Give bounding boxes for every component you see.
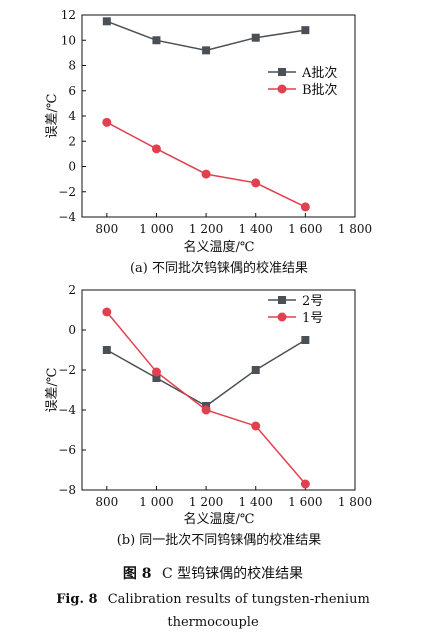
data-point-square — [202, 46, 211, 55]
data-point-circle — [251, 178, 261, 188]
chart-a-legend: A批次 B批次 — [268, 65, 338, 98]
legend-b-series-1-marker — [277, 312, 287, 322]
legend-b-series-2-label: 2号 — [302, 294, 323, 309]
data-point-circle — [151, 144, 161, 154]
data-point-square — [251, 33, 260, 42]
data-point-circle — [300, 479, 310, 489]
y-tick-label: 0 — [68, 160, 76, 174]
data-point-circle — [300, 202, 310, 212]
chart-a-y-axis-label: 误差/℃ — [45, 94, 60, 139]
figure-caption-cn-text: C 型钨铼偶的校准结果 — [162, 565, 303, 582]
x-tick-label: 1 200 — [189, 495, 223, 509]
figure-caption-en: Fig. 8 Calibration results of tungsten-r… — [56, 592, 370, 607]
figure-caption-en-label: Fig. 8 — [56, 592, 97, 607]
chart-a-plot-frame — [81, 14, 356, 218]
data-point-circle — [102, 117, 112, 127]
y-tick-label: 0 — [68, 323, 76, 337]
chart-b-legend: 2号 1号 — [268, 294, 323, 326]
chart-b-caption: (b) 同一批次不同钨铼偶的校准结果 — [117, 532, 322, 548]
x-tick-label: 1 400 — [239, 495, 273, 509]
legend-b-series-2-marker — [278, 296, 286, 304]
y-tick-label: 2 — [68, 283, 76, 297]
data-point-circle — [201, 169, 211, 179]
series-line-1 — [106, 20, 306, 52]
data-point-square — [152, 374, 161, 382]
data-point-square — [102, 346, 111, 354]
y-tick-label: −8 — [58, 483, 76, 497]
y-tick-label: 8 — [68, 59, 76, 73]
figure-caption-cn: 图 8 C 型钨铼偶的校准结果 — [123, 565, 303, 582]
figure-caption-cn-label: 图 8 — [123, 566, 152, 582]
x-tick-label: 1 400 — [239, 222, 273, 236]
data-point-square — [301, 26, 310, 35]
chart-b-plot-frame — [81, 289, 356, 491]
x-tick-label: 1 600 — [288, 495, 322, 509]
series-line-2 — [106, 311, 306, 485]
figure-caption-en-text: Calibration results of tungsten-rhenium — [108, 592, 370, 607]
y-tick-label: 2 — [68, 134, 76, 148]
data-point-circle — [102, 307, 112, 317]
y-tick-label: 4 — [68, 109, 76, 123]
x-tick-label: 800 — [95, 495, 118, 509]
y-tick-label: −4 — [58, 210, 76, 224]
chart-b: 800 1 000 1 200 1 400 1 600 1 800 −8−6−4−202 … — [45, 283, 372, 548]
figure-caption: 图 8 C 型钨铼偶的校准结果 Fig. 8 Calibration resul… — [56, 565, 370, 630]
data-point-square — [152, 36, 161, 45]
x-tick-label: 800 — [95, 222, 118, 236]
y-tick-label: 12 — [61, 8, 76, 22]
chart-a-series — [102, 17, 310, 212]
data-point-circle — [151, 367, 161, 377]
chart-b-y-ticks: −8 −6 −4 −2 0 2 — [58, 283, 86, 497]
series-line-1 — [106, 339, 306, 407]
chart-b-x-axis-label: 名义温度/℃ — [184, 511, 255, 527]
y-tick-label: 6 — [68, 84, 76, 98]
chart-a-x-ticks: 800 1 000 1 200 1 400 1 600 1 800 — [95, 213, 372, 236]
chart-a-x-axis-label: 名义温度/℃ — [184, 239, 255, 255]
y-tick-label: 10 — [61, 33, 76, 47]
x-tick-label: 1 000 — [139, 495, 173, 509]
data-point-circle — [251, 421, 261, 431]
series-line-2 — [106, 121, 306, 208]
y-tick-label: −4 — [58, 403, 76, 417]
x-tick-label: 1 200 — [189, 222, 223, 236]
chart-b-series — [102, 307, 310, 489]
x-tick-label: 1 800 — [338, 222, 372, 236]
chart-a-caption: (a) 不同批次钨铼偶的校准结果 — [130, 260, 308, 276]
data-point-circle — [201, 405, 211, 415]
chart-b-x-ticks: 800 1 000 1 200 1 400 1 600 1 800 — [95, 486, 372, 509]
chart-a: 800 1 000 1 200 1 400 1 600 1 800 −4 −2 0 2 4 6 8 10… — [45, 8, 372, 276]
legend-a-series-a-marker — [278, 68, 286, 76]
legend-a-series-b-marker — [277, 84, 287, 94]
x-tick-label: 1 600 — [288, 222, 322, 236]
chart-a-y-ticks: −4 −2 0 2 4 6 8 10 12 — [58, 8, 86, 224]
data-point-square — [102, 17, 111, 26]
legend-b-series-1-label: 1号 — [302, 311, 323, 326]
x-tick-label: 1 000 — [139, 222, 173, 236]
y-tick-label: −2 — [58, 363, 76, 377]
y-tick-label: −6 — [58, 443, 76, 457]
y-tick-label: −2 — [58, 185, 76, 199]
figure-caption-en-line2: thermocouple — [167, 615, 259, 630]
x-tick-label: 1 800 — [338, 495, 372, 509]
data-point-square — [251, 366, 260, 374]
legend-a-series-b-label: B批次 — [302, 82, 338, 98]
data-point-square — [301, 336, 310, 344]
chart-b-y-axis-label: 误差/℃ — [45, 368, 60, 413]
legend-a-series-a-label: A批次 — [301, 65, 337, 81]
